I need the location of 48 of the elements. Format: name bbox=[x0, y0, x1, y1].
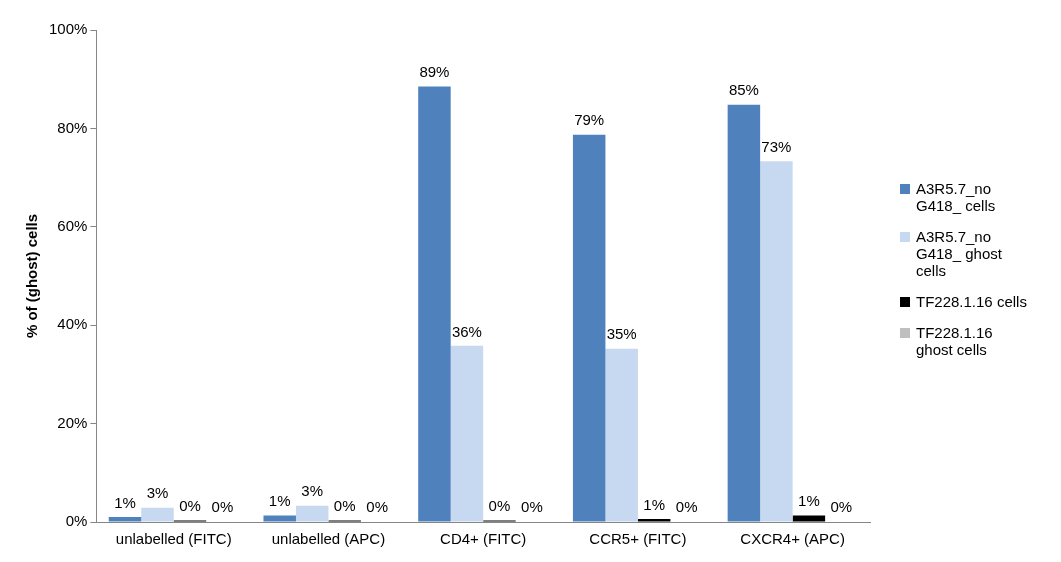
data-label: 0% bbox=[179, 497, 201, 515]
data-label: 36% bbox=[451, 322, 482, 340]
x-tick-label: unlabelled (FITC) bbox=[115, 530, 232, 548]
bar bbox=[760, 161, 793, 522]
y-tick-label: 60% bbox=[57, 216, 88, 234]
bar bbox=[295, 505, 329, 522]
bar bbox=[572, 134, 606, 522]
data-label: 0% bbox=[675, 498, 698, 516]
x-tick-label: CD4+ (FITC) bbox=[440, 530, 527, 548]
data-label: 85% bbox=[728, 81, 759, 99]
bar bbox=[108, 517, 142, 522]
data-label: 0% bbox=[366, 498, 389, 516]
data-label: 1% bbox=[798, 492, 820, 510]
bar bbox=[450, 345, 484, 522]
data-label: 1% bbox=[643, 495, 665, 513]
x-tick-label: CCR5+ (FITC) bbox=[589, 530, 687, 548]
bar bbox=[792, 515, 826, 522]
data-label: 3% bbox=[146, 484, 169, 502]
data-label: 0% bbox=[211, 498, 234, 516]
y-tick-label: 100% bbox=[48, 20, 88, 38]
y-tick-label: 0% bbox=[65, 512, 88, 530]
bar bbox=[418, 86, 451, 522]
data-label: 1% bbox=[268, 492, 291, 510]
data-label: 89% bbox=[419, 63, 450, 81]
bar bbox=[263, 515, 296, 522]
data-label: 3% bbox=[301, 482, 324, 500]
legend-label: TF228.1.16 ghost cells bbox=[916, 324, 994, 358]
x-tick-label: unlabelled (APC) bbox=[271, 530, 386, 548]
bar bbox=[727, 104, 761, 522]
data-label: 0% bbox=[830, 498, 853, 516]
data-label: 35% bbox=[606, 325, 637, 343]
data-label: 1% bbox=[114, 493, 136, 511]
y-tick-label: 40% bbox=[57, 315, 88, 333]
data-label: 0% bbox=[521, 498, 543, 516]
bar bbox=[637, 519, 671, 522]
legend-label: A3R5.7_no G418_ cells bbox=[916, 180, 997, 214]
y-axis-title: % of (ghost) cells bbox=[23, 213, 41, 339]
data-label: 0% bbox=[488, 497, 511, 515]
data-label: 73% bbox=[761, 138, 792, 155]
legend-label: TF228.1.16 cells bbox=[916, 293, 1027, 310]
data-label: 79% bbox=[574, 111, 605, 129]
data-label: 0% bbox=[333, 497, 356, 515]
x-tick-label: CXCR4+ (APC) bbox=[740, 530, 845, 548]
legend-label: A3R5.7_no G418_ ghost cells bbox=[916, 228, 1003, 279]
bar bbox=[605, 348, 638, 522]
bar bbox=[141, 507, 174, 522]
y-tick-label: 80% bbox=[57, 118, 88, 136]
y-tick-label: 20% bbox=[57, 413, 88, 431]
